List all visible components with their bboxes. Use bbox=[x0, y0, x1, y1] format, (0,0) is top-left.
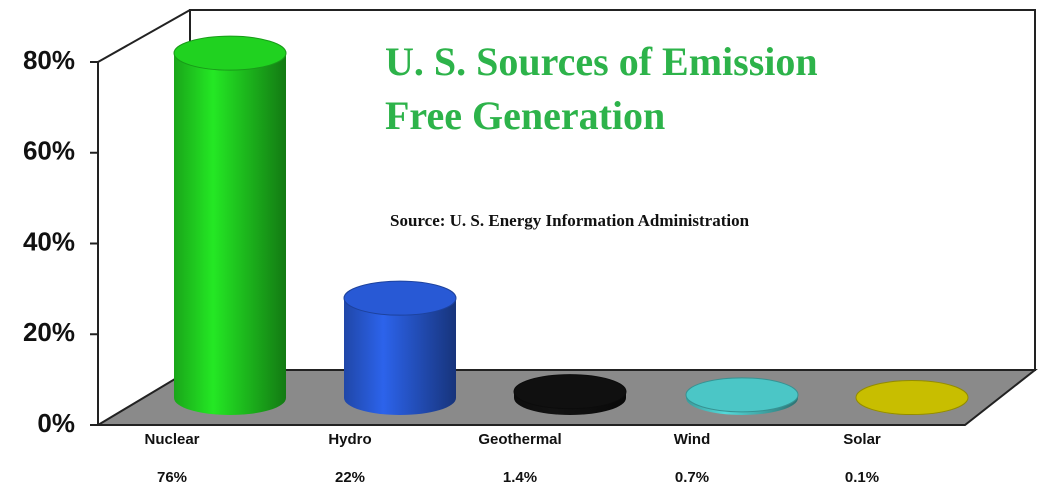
bar-top bbox=[173, 35, 287, 71]
y-tick-label: 0% bbox=[37, 408, 75, 438]
bar-top bbox=[855, 380, 969, 416]
x-tick-label: Solar bbox=[843, 431, 881, 448]
x-tick-label: Hydro bbox=[328, 431, 371, 448]
side-edge bbox=[97, 9, 191, 63]
value-label: 76% bbox=[157, 469, 187, 486]
chart-title: Free Generation bbox=[385, 93, 665, 138]
value-label: 1.4% bbox=[503, 469, 537, 486]
chart-subtitle: Source: U. S. Energy Information Adminis… bbox=[390, 211, 750, 230]
x-tick-label: Geothermal bbox=[478, 431, 561, 448]
bar bbox=[344, 298, 456, 415]
bar-top bbox=[343, 280, 457, 316]
bar-top bbox=[513, 374, 627, 410]
y-tick-label: 40% bbox=[23, 226, 75, 256]
y-tick-label: 80% bbox=[23, 45, 75, 75]
chart-title: U. S. Sources of Emission bbox=[385, 39, 818, 84]
bar bbox=[174, 53, 286, 416]
bar-top bbox=[685, 377, 799, 413]
value-label: 0.1% bbox=[845, 469, 879, 486]
x-tick-label: Nuclear bbox=[144, 431, 199, 448]
x-tick-label: Wind bbox=[674, 431, 711, 448]
y-tick-label: 60% bbox=[23, 136, 75, 166]
value-label: 22% bbox=[335, 469, 365, 486]
value-label: 0.7% bbox=[675, 469, 709, 486]
y-tick-label: 20% bbox=[23, 317, 75, 347]
